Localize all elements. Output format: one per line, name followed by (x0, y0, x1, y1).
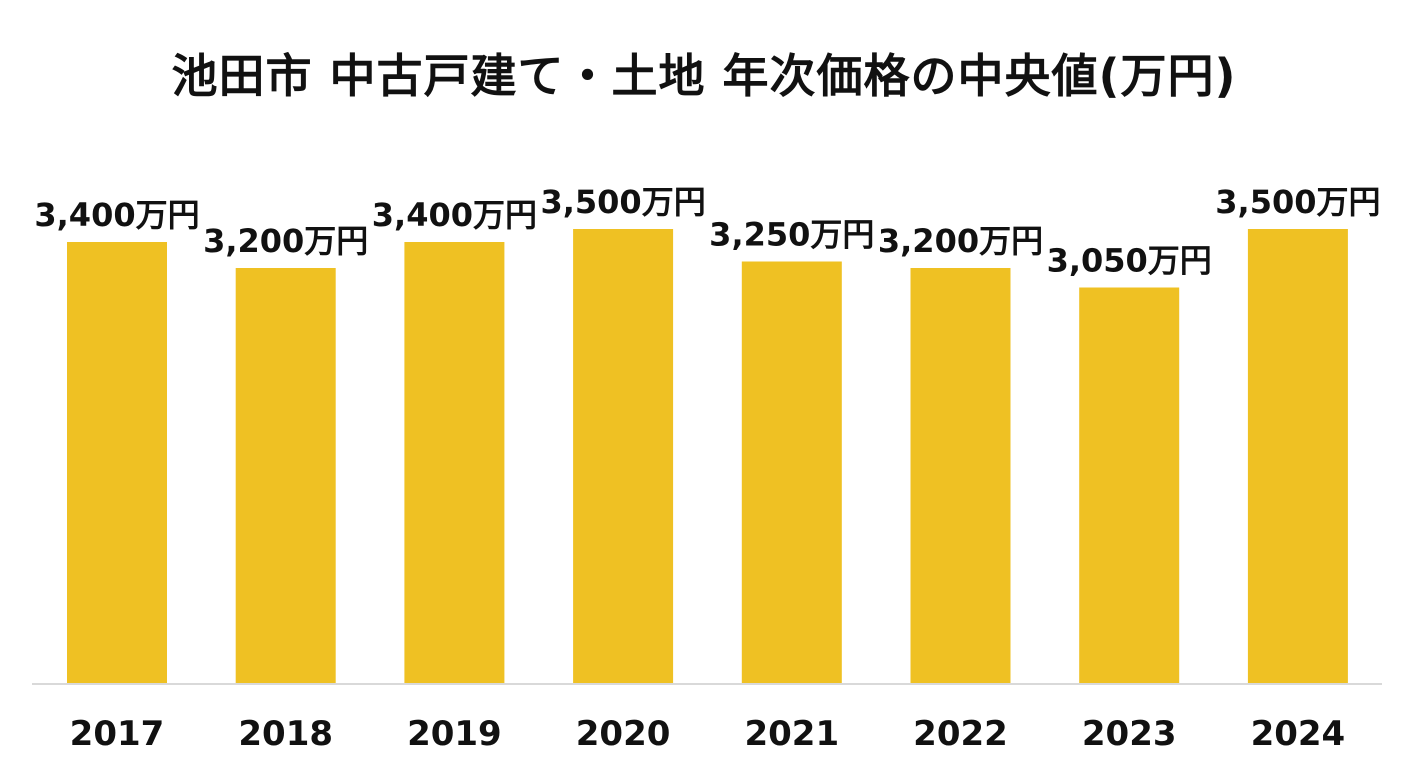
data-label-2023: 3,050万円 (1047, 242, 1212, 280)
bar-2022 (910, 268, 1011, 684)
x-tick-labels-layer: 2017 2018 2019 2020 2021 2022 2023 2024 (70, 714, 1346, 754)
bar-2019 (404, 242, 505, 684)
x-tick-label-2017: 2017 (70, 714, 165, 754)
bar-2020 (573, 229, 674, 684)
x-tick-label-2018: 2018 (238, 714, 333, 754)
bar-2021 (741, 261, 842, 684)
bar-2017 (67, 242, 167, 684)
x-tick-label-2023: 2023 (1082, 714, 1177, 754)
data-label-2018: 3,200万円 (203, 222, 368, 260)
chart-title: 池田市 中古戸建て・土地 年次価格の中央値(万円) (171, 49, 1237, 103)
data-label-2021: 3,250万円 (709, 216, 874, 254)
bar-2023 (1079, 287, 1180, 684)
data-label-2017: 3,400万円 (34, 196, 199, 234)
data-label-2024: 3,500万円 (1215, 183, 1380, 221)
bar-2024 (1247, 229, 1348, 684)
bars-layer (67, 229, 1348, 684)
x-tick-label-2022: 2022 (913, 714, 1008, 754)
x-tick-label-2019: 2019 (407, 714, 502, 754)
data-label-2019: 3,400万円 (372, 196, 537, 234)
data-label-2020: 3,500万円 (540, 183, 705, 221)
x-tick-label-2021: 2021 (744, 714, 839, 754)
x-tick-label-2024: 2024 (1251, 714, 1346, 754)
x-tick-label-2020: 2020 (576, 714, 671, 754)
bar-2018 (235, 268, 336, 684)
data-label-2022: 3,200万円 (878, 222, 1043, 260)
